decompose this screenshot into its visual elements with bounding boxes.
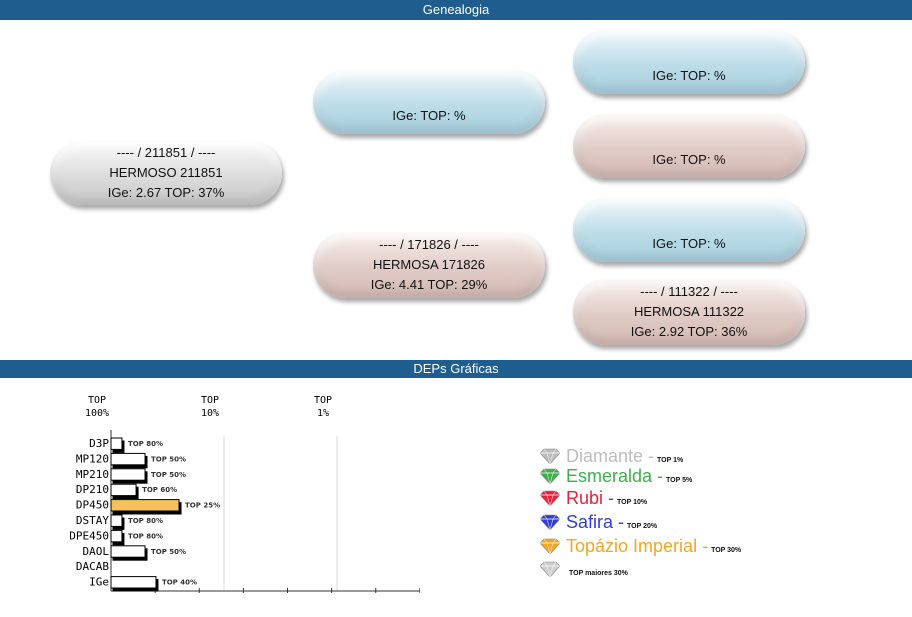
sire-sire-index: IGe: TOP: %: [652, 68, 726, 83]
emerald-gem-icon: [540, 468, 560, 484]
category-label: IGe: [89, 576, 109, 589]
bar-dp210: [110, 483, 137, 497]
bar-data-label: TOP 50%: [151, 471, 186, 479]
animal-registry: ---- / 211851 / ----: [116, 145, 216, 160]
dam-dam-index: IGe: 2.92 TOP: 36%: [630, 324, 748, 339]
category-label: MP210: [76, 468, 109, 481]
sire-index: IGe: TOP: %: [392, 108, 466, 123]
bar-data-label: TOP 60%: [142, 486, 177, 494]
column-header-top: TOP: [88, 395, 106, 406]
legend-item: TOP maiores 30%: [540, 559, 628, 577]
generic-gem-icon: [540, 561, 560, 577]
legend-top-tag: TOP 5%: [666, 477, 693, 484]
legend-gem-name: Topázio Imperial -: [566, 536, 709, 556]
animal-index: IGe: 2.67 TOP: 37%: [107, 185, 225, 200]
category-label: DP210: [76, 483, 109, 496]
bar-ige: [110, 576, 157, 589]
bar-d3p: [110, 437, 123, 450]
legend-item: Rubi - TOP 10%: [540, 488, 647, 509]
legend-top-tag: TOP 1%: [657, 457, 684, 464]
bar-data-label: TOP 80%: [128, 532, 163, 540]
legend-item: Esmeralda - TOP 5%: [540, 466, 692, 487]
column-header-top: TOP: [314, 395, 332, 406]
ruby-gem-icon: [540, 490, 560, 506]
legend-gem-name: Rubi -: [566, 488, 615, 508]
dam-name: HERMOSA 171826: [372, 257, 485, 272]
bar-daol: [110, 545, 146, 558]
dam-registry: ---- / 171826 / ----: [379, 237, 479, 252]
diamond-gem-icon: [540, 448, 560, 464]
sire-dam-index: IGe: TOP: %: [652, 152, 726, 167]
bar-data-label: TOP 25%: [185, 502, 220, 510]
legend-item: Safira - TOP 20%: [540, 512, 657, 533]
column-header-percent: 10%: [201, 408, 219, 419]
dam-dam-registry: ---- / 111322 / ----: [640, 284, 738, 299]
legend-top-tag: TOP 10%: [617, 499, 648, 506]
dam-sire-card[interactable]: IGe: TOP: %: [573, 198, 805, 262]
column-header-top: TOP: [201, 395, 219, 406]
bar-dpe450: [110, 529, 123, 543]
bar-data-label: TOP 50%: [151, 548, 186, 556]
sire-sire-card[interactable]: IGe: TOP: %: [573, 30, 805, 94]
dam-dam-name: HERMOSA 111322: [633, 304, 745, 319]
bar-mp210: [110, 468, 146, 481]
bar-data-label: TOP 40%: [162, 579, 197, 587]
legend-top-tag: TOP 30%: [711, 547, 742, 554]
bar-dstay: [110, 514, 123, 527]
legend-top-tag: TOP 20%: [627, 523, 658, 530]
dam-dam-card[interactable]: ---- / 111322 / ---- HERMOSA 111322 IGe:…: [573, 279, 805, 345]
category-label: DP450: [76, 499, 109, 512]
legend-top-tag: TOP maiores 30%: [569, 570, 628, 577]
sire-dam-card[interactable]: IGe: TOP: %: [573, 114, 805, 178]
animal-card[interactable]: ---- / 211851 / ---- HERMOSO 211851 IGe:…: [50, 141, 282, 205]
dam-card[interactable]: ---- / 171826 / ---- HERMOSA 171826 IGe:…: [313, 232, 545, 298]
topaz-gem-icon: [540, 538, 560, 554]
legend-gem-name: Safira -: [566, 512, 625, 532]
bar-dp450: [110, 499, 180, 512]
category-label: DSTAY: [76, 514, 109, 527]
bar-data-label: TOP 80%: [128, 440, 163, 448]
category-label: D3P: [89, 437, 109, 450]
category-label: DAOL: [83, 545, 110, 558]
sire-card[interactable]: IGe: TOP: %: [313, 70, 545, 134]
legend-gem-name: Esmeralda -: [566, 466, 664, 486]
bar-data-label: TOP 50%: [151, 455, 186, 463]
bar-data-label: TOP 80%: [128, 517, 163, 525]
bar-mp120: [110, 452, 146, 466]
legend-gem-name: Diamante -: [566, 446, 655, 466]
column-header-percent: 100%: [85, 408, 109, 419]
deps-header: DEPs Gráficas: [0, 360, 912, 378]
animal-name: HERMOSO 211851: [109, 165, 223, 180]
category-label: MP120: [76, 452, 109, 465]
column-header-percent: 1%: [317, 408, 329, 419]
legend-item: Topázio Imperial - TOP 30%: [540, 536, 741, 557]
category-label: DPE450: [69, 529, 109, 542]
dam-sire-index: IGe: TOP: %: [652, 236, 726, 251]
sapphire-gem-icon: [540, 514, 560, 530]
category-label: DACAB: [76, 560, 109, 573]
dam-index: IGe: 4.41 TOP: 29%: [370, 277, 488, 292]
genealogy-header: Genealogia: [0, 0, 912, 20]
legend-item: Diamante - TOP 1%: [540, 446, 683, 467]
